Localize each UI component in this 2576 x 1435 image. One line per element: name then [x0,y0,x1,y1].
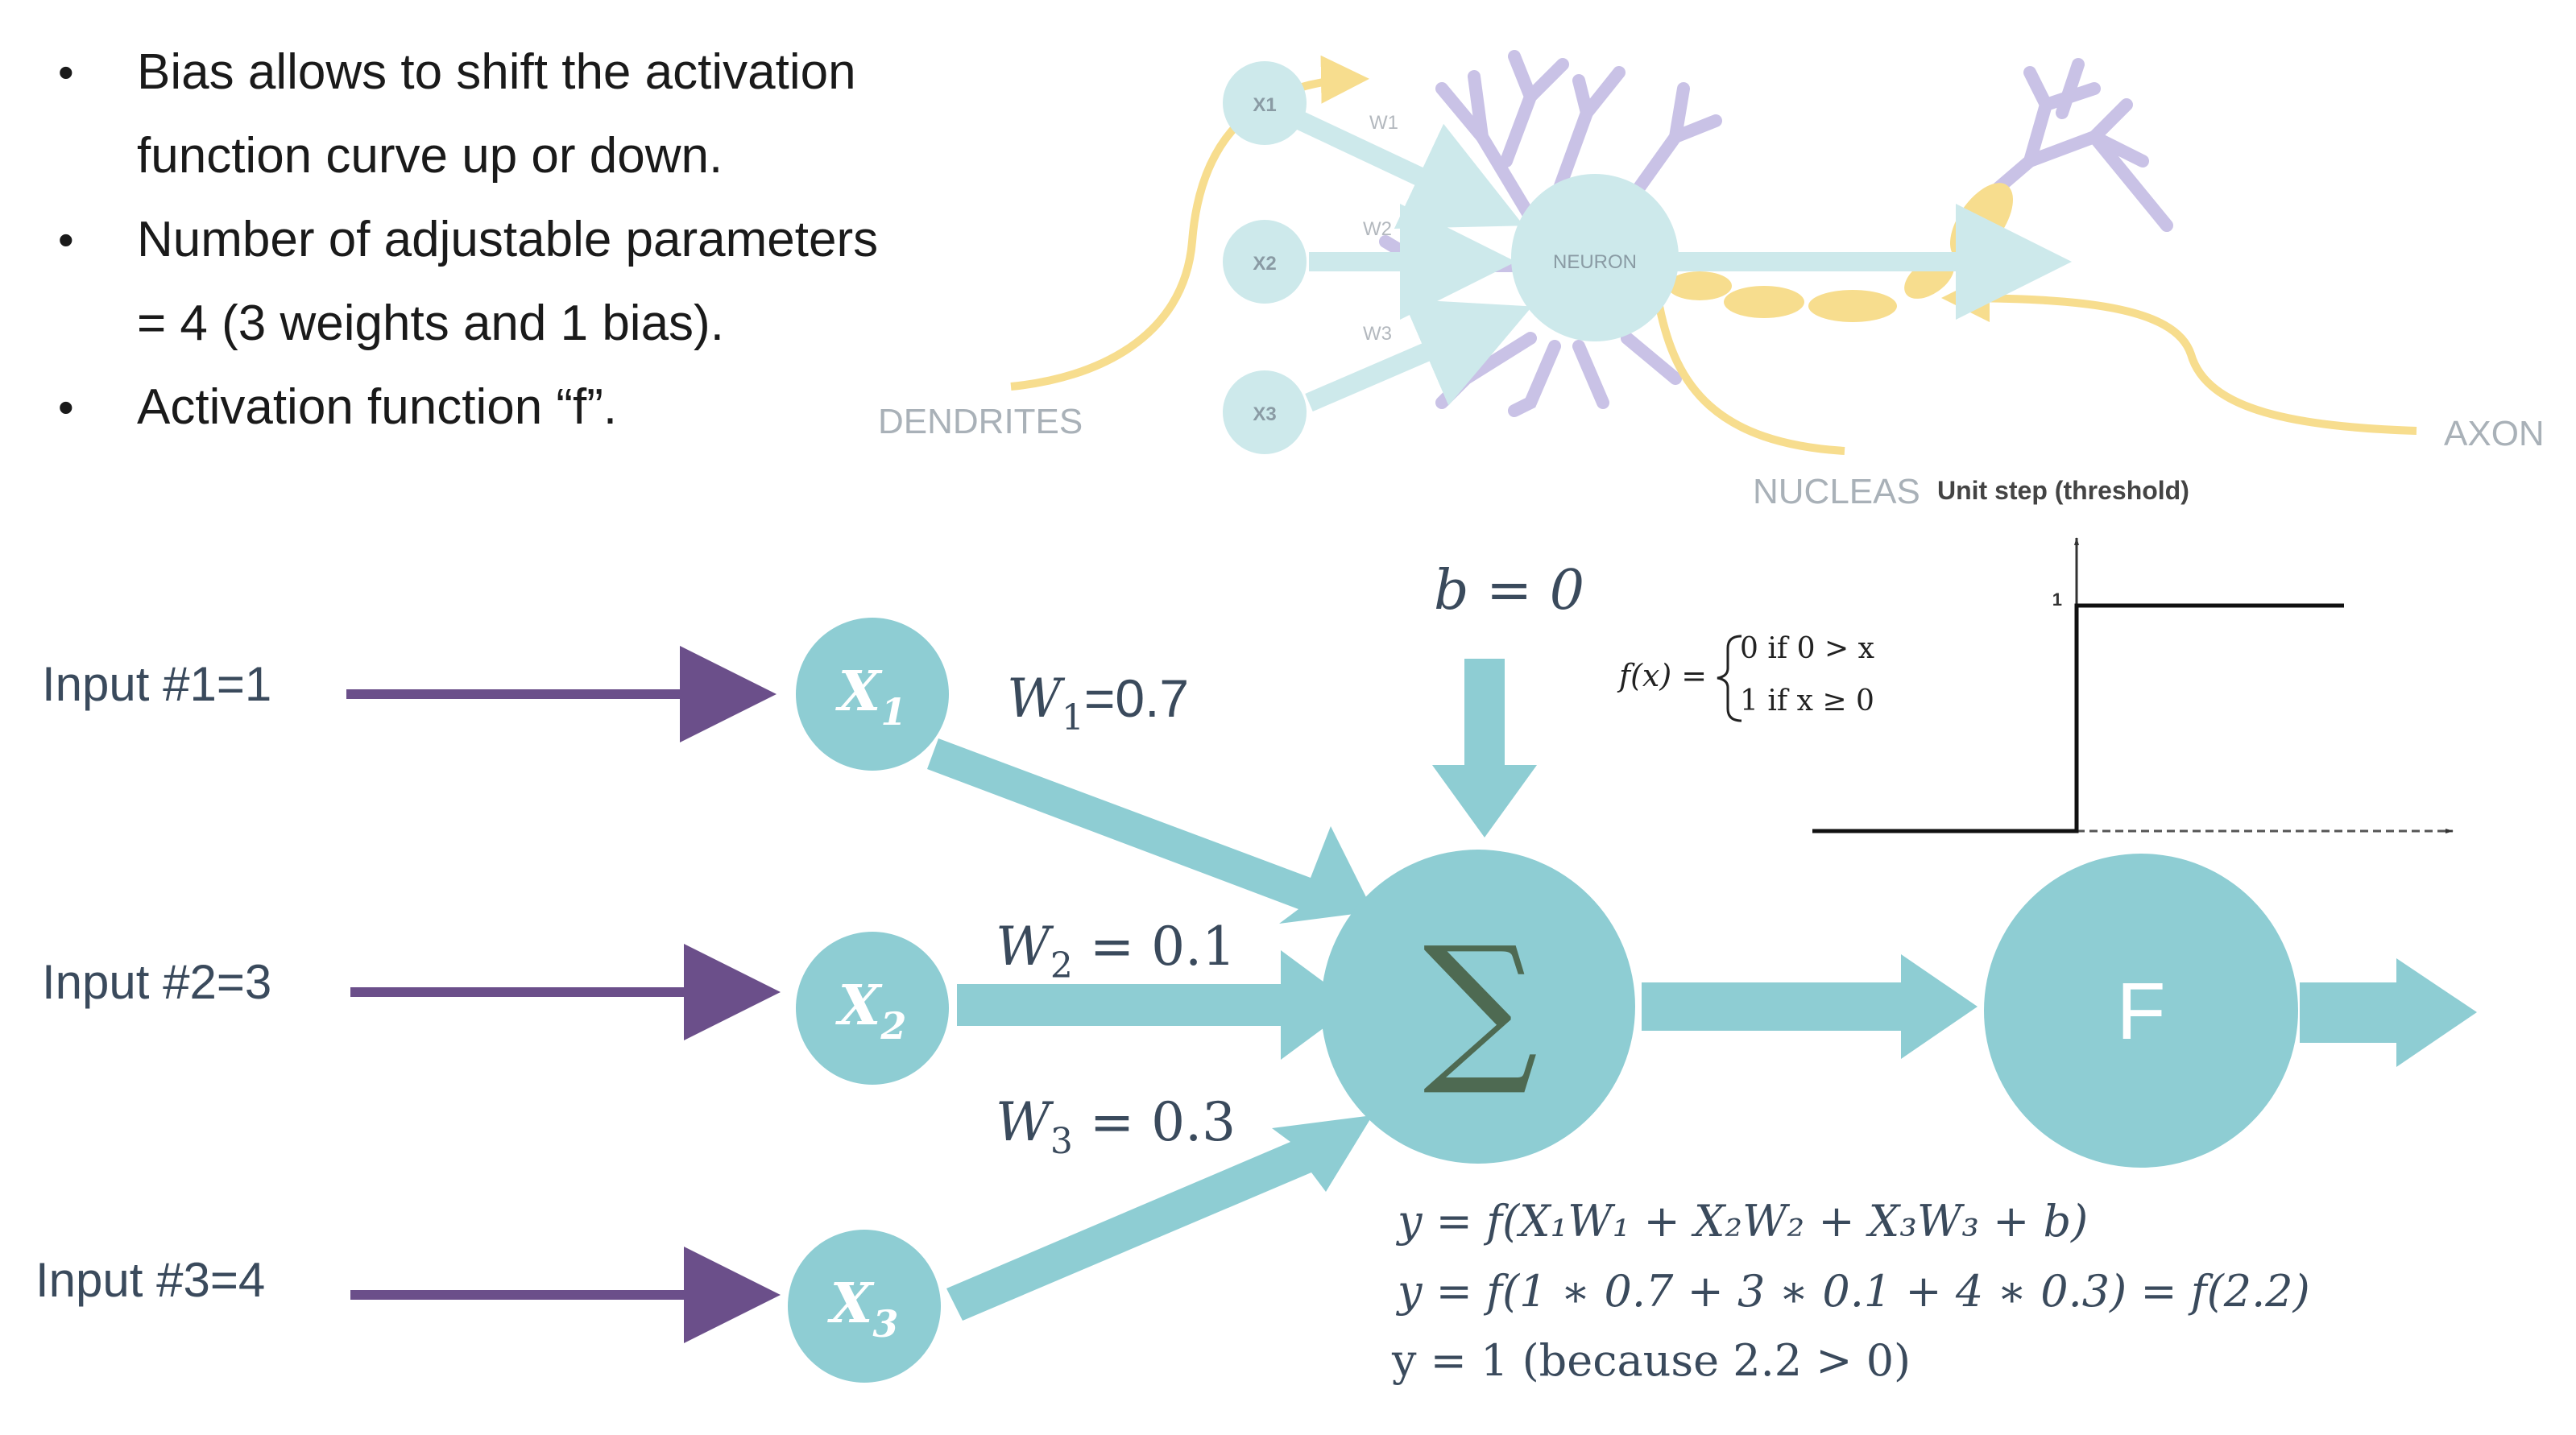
bullet-item: = 4 (3 weights and 1 bias). [48,282,1015,366]
unit-step-chart: Unit step (threshold) 1 f(x) = 0 if 0 > … [1617,476,2454,833]
bullet-dot-icon: • [58,214,74,265]
bullet-list: • Bias allows to shift the activation fun… [48,31,1015,449]
bio-input-label: X1 [1253,94,1276,116]
input-node-label: X1 [835,660,907,734]
nucleus-pointer-curve [1655,305,1845,455]
bullet-item: • Number of adjustable parameters [48,198,1015,282]
bias-label: b = 0 [1434,559,1584,622]
bio-input-arrows [1296,112,1533,412]
bullet-text: = 4 (3 weights and 1 bias). [137,296,724,351]
bio-input-node [1223,61,1307,145]
input-label: Input #2=3 [42,955,271,1009]
bio-input-label: X2 [1253,253,1276,275]
equation-line-1: y = f(X₁W₁ + X₂W₂ + X₃W₃ + b) [1396,1196,2088,1247]
perceptron: Input #1=1 Input #2=3 Input #3=4 X1 X2 X… [35,559,2477,1386]
dendrite-branches-icon [1379,50,2173,417]
bio-neuron-body [1511,174,1679,341]
activation-node [1984,854,2298,1168]
activation-output-arrow [2300,958,2477,1067]
bullet-dot-icon: • [58,47,74,97]
y-tick-label: 1 [2052,589,2062,610]
bio-weight-label: W2 [1363,218,1392,240]
input-node-label: X3 [827,1272,899,1346]
axon-label: AXON [2444,414,2545,453]
weight-arrow-3 [946,1115,1373,1321]
input-label: Input #1=1 [42,657,271,711]
input-node-label: X2 [835,974,907,1048]
weight-label-3: W3 = 0.3 [996,1091,1236,1162]
bullet-text: Number of adjustable parameters [137,212,879,267]
dendrites-label: DENDRITES [878,402,1083,441]
bio-input-node [1223,220,1307,304]
input-node-x1 [796,618,949,771]
sum-output-arrow [1642,954,1978,1059]
bio-weight-label: W1 [1369,112,1398,134]
bio-input-node [1223,370,1307,454]
chart-title: Unit step (threshold) [1937,476,2189,505]
bullet-item: • Bias allows to shift the activation [48,31,1015,114]
weight-label-2: W2 = 0.1 [996,916,1236,986]
biological-neuron: NEURON X1 X2 X3 W1 W2 W3 DENDRITES NUCLE… [878,50,2545,511]
cases-brace-icon [1717,635,1742,722]
weight-arrow-1 [927,738,1373,924]
bullet-item: function curve up or down. [48,114,1015,198]
input-label: Input #3=4 [35,1253,265,1307]
bio-weight-label: W3 [1363,323,1392,345]
input-node-x3 [788,1230,941,1383]
bullet-text: Activation function “f”. [137,379,618,435]
nucleus-label: NUCLEAS [1753,472,1920,511]
bullet-dot-icon: • [58,382,74,432]
bullet-text: function curve up or down. [137,128,723,184]
step-case-2: 1 if x ≥ 0 [1740,684,1874,718]
equation-line-3: y = 1 (because 2.2 > 0) [1391,1335,1911,1386]
bullet-text: Bias allows to shift the activation [137,44,856,100]
bio-neuron-label: NEURON [1553,251,1637,273]
step-function-line [1812,603,2344,833]
summation-symbol-icon: ∑ [1423,912,1539,1100]
activation-label: F [2116,966,2165,1057]
weight-arrow-2 [957,950,1355,1060]
weight-label-1: W1=0.7 [1007,668,1189,738]
equation-line-2: y = f(1 ∗ 0.7 + 3 ∗ 0.1 + 4 ∗ 0.3) = f(2… [1396,1266,2310,1317]
axon-pointer-curve [1941,274,2417,435]
bio-input-label: X3 [1253,403,1276,425]
input-node-x2 [796,932,949,1085]
bullet-item: • Activation function “f”. [48,366,1015,449]
step-formula-lhs: f(x) = [1617,658,1707,693]
bias-arrow [1432,659,1537,837]
step-case-1: 0 if 0 > x [1740,632,1874,665]
summation-node [1321,850,1635,1164]
